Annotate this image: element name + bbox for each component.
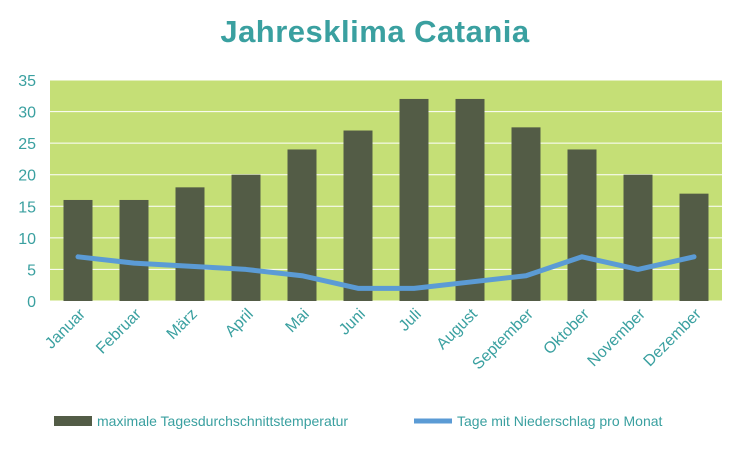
legend: maximale Tagesdurchschnittstemperatur Tag… [54, 413, 663, 429]
y-tick-label: 15 [18, 199, 36, 216]
x-tick-label: Juli [396, 306, 425, 335]
x-tick-label: Dezember [641, 305, 706, 370]
bar [623, 174, 653, 301]
legend-label: maximale Tagesdurchschnittstemperatur [97, 413, 348, 429]
y-tick-label: 0 [27, 294, 36, 311]
x-tick-label: Januar [42, 305, 89, 352]
x-tick-label: Oktober [541, 305, 594, 358]
bar [343, 130, 373, 301]
line-series [75, 254, 697, 291]
y-tick-label: 30 [18, 105, 36, 122]
series-line [75, 254, 697, 291]
bar [567, 149, 597, 301]
x-tick-label: November [585, 305, 650, 370]
chart-title: Jahresklima Catania [220, 14, 530, 49]
legend-swatch-bar [54, 416, 92, 426]
bar [679, 193, 709, 301]
bar [455, 98, 485, 301]
bar [119, 199, 149, 301]
y-tick-label: 20 [18, 168, 36, 185]
gridlines [50, 79, 722, 302]
x-tick-label: Mai [283, 306, 313, 336]
legend-label: Tage mit Niederschlag pro Monat [457, 413, 663, 429]
bar [399, 98, 429, 301]
y-tick-label: 35 [18, 73, 36, 90]
x-tick-label: August [434, 305, 482, 353]
y-tick-label: 25 [18, 136, 36, 153]
bar [175, 187, 205, 301]
bar [63, 199, 93, 301]
y-tick-label: 5 [27, 262, 36, 279]
x-axis-ticks: Januar Februar März April Mai Juni Juli AugustS… [42, 305, 705, 373]
x-tick-label: März [164, 306, 201, 343]
x-tick-label: Juni [336, 306, 369, 339]
y-axis-ticks: 0 5 10 15 20 25 30 35 [18, 73, 36, 311]
x-tick-label: April [222, 306, 257, 341]
bar [231, 174, 261, 301]
x-tick-label: September [469, 305, 537, 373]
y-tick-label: 10 [18, 231, 36, 248]
x-tick-label: Februar [93, 305, 145, 357]
